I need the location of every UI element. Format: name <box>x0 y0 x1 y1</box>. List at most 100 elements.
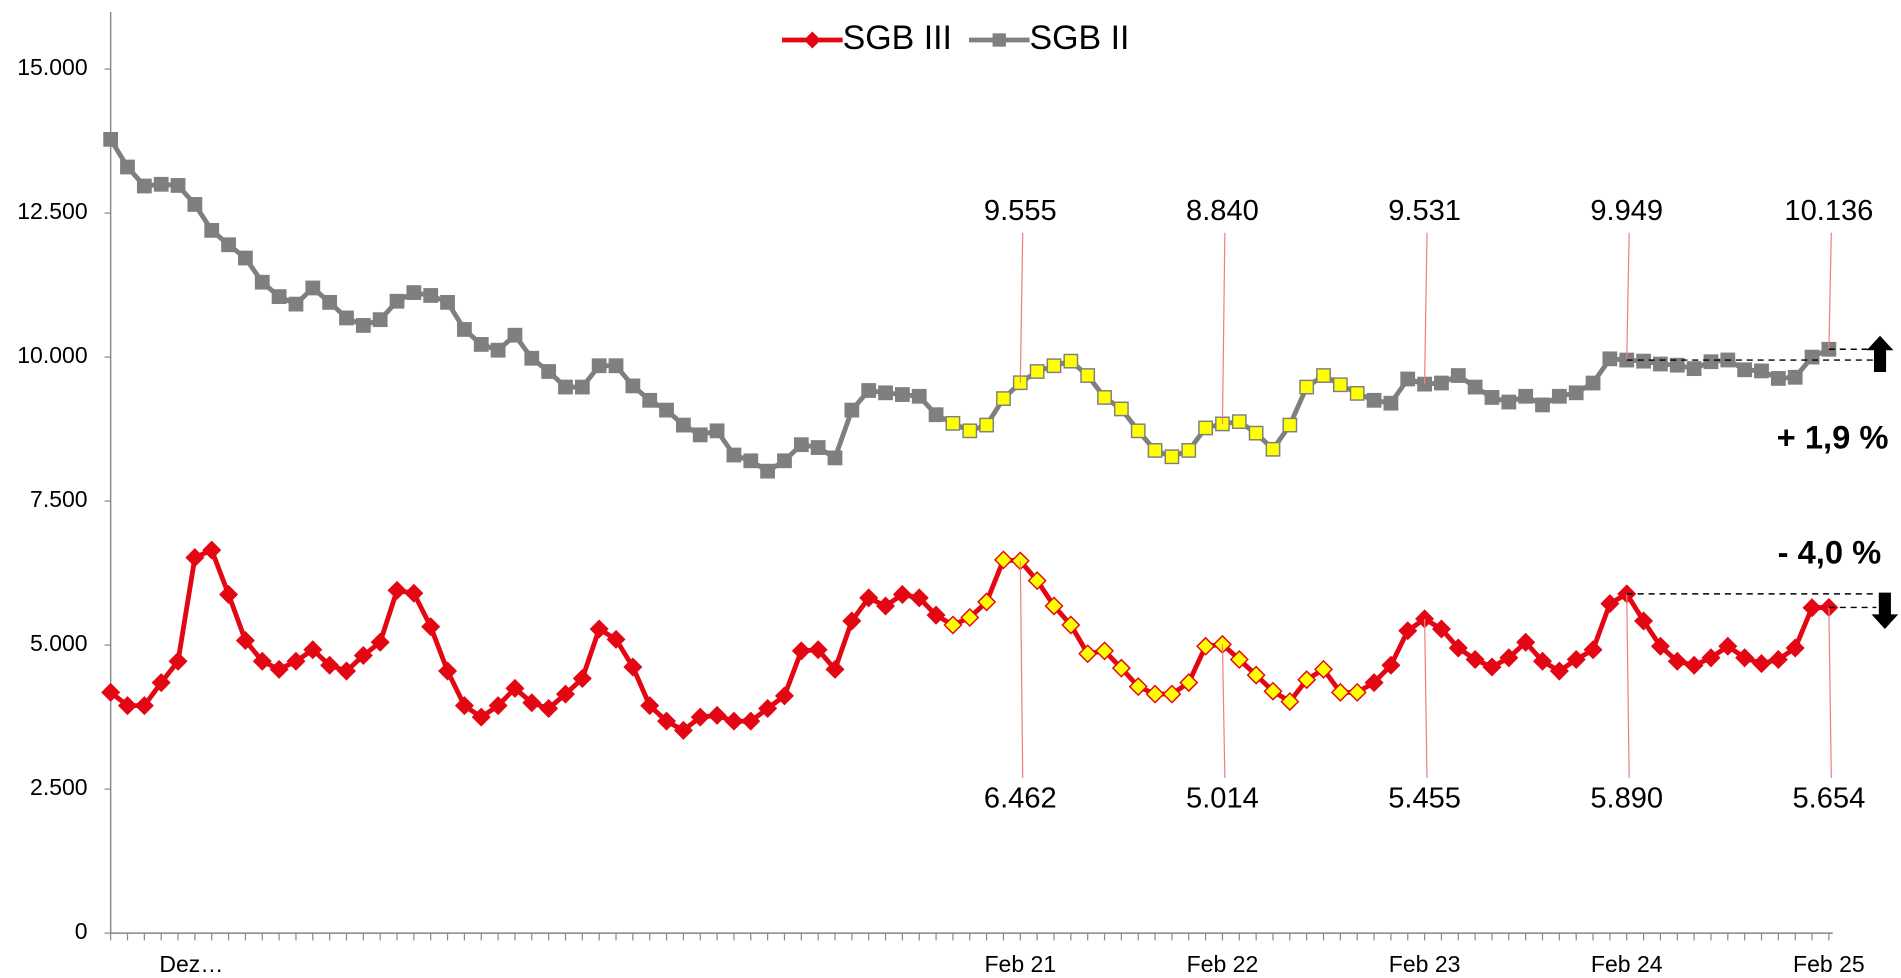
marker <box>791 641 811 661</box>
annotation: - 4,0 % <box>1778 534 1882 571</box>
marker <box>825 659 845 679</box>
marker <box>1785 638 1805 658</box>
marker <box>153 176 169 192</box>
marker <box>490 342 506 358</box>
marker <box>1130 423 1146 439</box>
value-label: 6.462 <box>984 783 1057 815</box>
marker <box>1364 673 1384 693</box>
marker <box>1164 449 1180 465</box>
marker <box>1701 648 1721 668</box>
marker <box>894 387 910 402</box>
legend-item: SGB III <box>782 19 952 57</box>
marker <box>844 402 860 418</box>
marker <box>1667 651 1687 671</box>
marker <box>608 358 624 374</box>
marker <box>692 427 708 443</box>
value-label: 5.455 <box>1388 783 1461 815</box>
y-tick-label: 7.500 <box>30 486 88 512</box>
x-tick-label: Dez… <box>159 951 223 977</box>
marker <box>1600 594 1620 614</box>
marker <box>1316 368 1331 383</box>
marker <box>979 417 995 433</box>
marker <box>1299 379 1315 395</box>
leader-line <box>1221 232 1226 424</box>
marker <box>372 312 388 328</box>
marker <box>136 178 152 194</box>
legend-label: SGB II <box>1030 19 1130 57</box>
marker <box>488 696 508 716</box>
marker <box>1297 670 1317 690</box>
marker <box>760 463 776 479</box>
marker <box>1434 375 1449 391</box>
marker <box>1383 395 1399 411</box>
marker <box>911 388 927 404</box>
marker <box>558 379 573 395</box>
marker <box>221 237 236 253</box>
marker <box>473 337 489 352</box>
marker <box>1583 640 1603 660</box>
y-tick-label: 15.000 <box>17 54 87 80</box>
value-label: 9.555 <box>984 195 1057 227</box>
leader-line <box>1423 232 1428 385</box>
leader-line <box>1626 593 1630 779</box>
marker <box>134 696 154 716</box>
marker <box>1181 443 1197 458</box>
marker <box>1314 659 1334 679</box>
leader-line <box>1626 232 1630 361</box>
marker <box>389 293 405 309</box>
marker <box>202 540 222 560</box>
legend-label: SGB III <box>843 19 952 57</box>
marker <box>1196 636 1216 656</box>
marker <box>1802 598 1822 618</box>
marker <box>457 322 472 337</box>
marker <box>423 288 439 303</box>
marker <box>1751 654 1772 674</box>
marker <box>993 550 1013 570</box>
marker <box>1770 371 1786 386</box>
marker <box>1516 632 1536 652</box>
arrow-up <box>1866 335 1894 373</box>
marker <box>1551 388 1567 404</box>
marker <box>269 659 289 679</box>
marker <box>827 450 843 466</box>
marker <box>1585 375 1601 391</box>
marker <box>1787 369 1803 385</box>
marker <box>1484 390 1500 405</box>
y-tick-label: 0 <box>75 918 88 944</box>
legend-marker <box>992 33 1006 47</box>
marker <box>1128 677 1148 697</box>
marker <box>524 350 540 366</box>
marker <box>1398 621 1418 641</box>
marker <box>320 655 340 675</box>
marker <box>1532 651 1553 671</box>
marker <box>440 294 455 310</box>
marker <box>204 222 220 238</box>
marker <box>1029 364 1045 379</box>
y-tick-label: 12.500 <box>17 198 87 224</box>
marker <box>370 632 390 652</box>
marker <box>810 440 826 455</box>
marker <box>1097 390 1112 405</box>
value-label: 8.840 <box>1186 195 1259 227</box>
marker <box>168 651 188 671</box>
marker <box>1518 388 1534 404</box>
value-label: 5.890 <box>1590 783 1663 815</box>
leader-line <box>1423 618 1428 779</box>
marker <box>471 707 491 727</box>
marker <box>774 686 794 706</box>
marker <box>640 696 660 716</box>
marker <box>996 391 1011 406</box>
marker <box>1263 681 1283 701</box>
marker <box>758 698 778 719</box>
marker <box>322 294 338 310</box>
marker <box>861 383 877 398</box>
marker <box>1535 397 1550 413</box>
marker <box>303 640 323 660</box>
marker <box>1669 357 1685 373</box>
marker <box>1162 684 1182 704</box>
marker <box>1046 358 1062 374</box>
marker <box>960 607 980 627</box>
marker <box>673 720 693 740</box>
marker <box>522 693 542 713</box>
